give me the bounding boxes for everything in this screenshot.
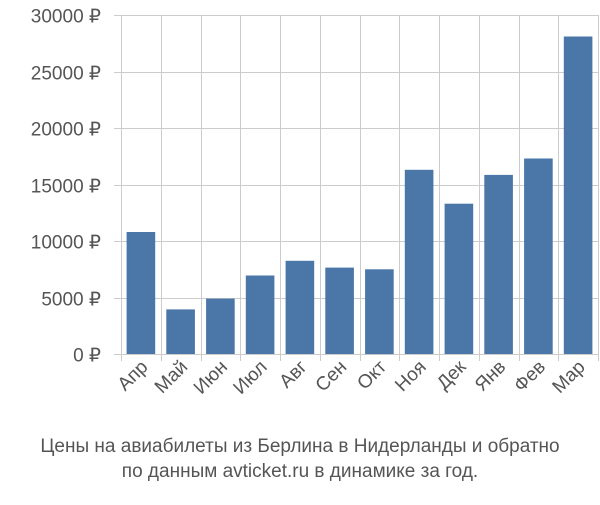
bars — [126, 36, 593, 355]
x-tick-label: Май — [151, 357, 192, 398]
x-tick-label: Авг — [276, 357, 312, 393]
x-tick-label: Апр — [114, 357, 153, 396]
bar-Июл — [245, 275, 275, 354]
y-axis-tick-labels: 0 ₽ 5000 ₽ 10000 ₽ 15000 ₽ 20000 ₽ 25000 ₽ 300… — [31, 7, 101, 367]
y-tick-label: 30000 ₽ — [31, 7, 101, 28]
grid-lines — [114, 15, 599, 361]
bar-Ноя — [404, 169, 434, 354]
x-tick-label: Июл — [230, 357, 272, 399]
bar-Май — [166, 309, 195, 354]
x-tick-label: Дек — [433, 356, 471, 394]
bar-Мар — [563, 36, 593, 354]
x-tick-label: Сен — [312, 357, 351, 396]
bar-Окт — [365, 269, 394, 355]
y-tick-label: 0 ₽ — [73, 346, 101, 367]
x-tick-label: Фев — [510, 357, 550, 397]
x-tick-label: Ноя — [391, 357, 430, 396]
bar-Сен — [325, 267, 354, 354]
y-tick-label: 20000 ₽ — [31, 120, 101, 141]
x-tick-label: Окт — [353, 356, 391, 394]
x-tick-label: Июн — [190, 357, 232, 399]
bar-Апр — [126, 232, 156, 354]
y-tick-label: 5000 ₽ — [41, 290, 101, 311]
chart-caption-line-2: по данным avticket.ru в динамике за год. — [121, 461, 479, 482]
bar-Янв — [484, 174, 513, 354]
y-tick-label: 10000 ₽ — [31, 233, 101, 254]
x-tick-label: Мар — [549, 357, 590, 398]
x-tick-label: Янв — [471, 357, 510, 396]
y-tick-label: 25000 ₽ — [31, 64, 101, 85]
bar-Июн — [206, 298, 235, 354]
bar-Фев — [524, 158, 553, 354]
chart-caption-line-1: Цены на авиабилеты из Берлина в Нидерлан… — [40, 436, 560, 457]
bar-Авг — [285, 260, 315, 354]
bar-Дек — [444, 203, 474, 354]
y-tick-label: 15000 ₽ — [31, 177, 101, 198]
